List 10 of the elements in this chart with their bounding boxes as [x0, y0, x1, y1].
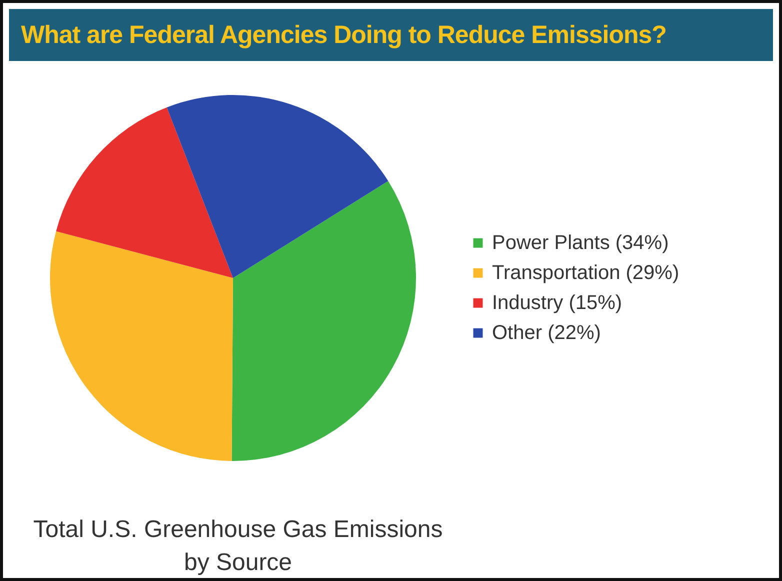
- chart-title: What are Federal Agencies Doing to Reduce Emissions?: [9, 9, 773, 61]
- pie-slice: [232, 181, 416, 461]
- legend-label: Other (22%): [492, 322, 601, 344]
- text: Total U.S. Greenhouse Gas Emissions by Source: [32, 515, 444, 578]
- legend-label: Power Plants (34%): [492, 232, 669, 254]
- legend-label: Transportation (29%): [492, 262, 680, 284]
- pie-slice: [166, 95, 388, 278]
- pie-slice: [50, 231, 233, 461]
- legend-label: Industry (15%): [492, 292, 622, 314]
- pie-slice: [56, 107, 233, 278]
